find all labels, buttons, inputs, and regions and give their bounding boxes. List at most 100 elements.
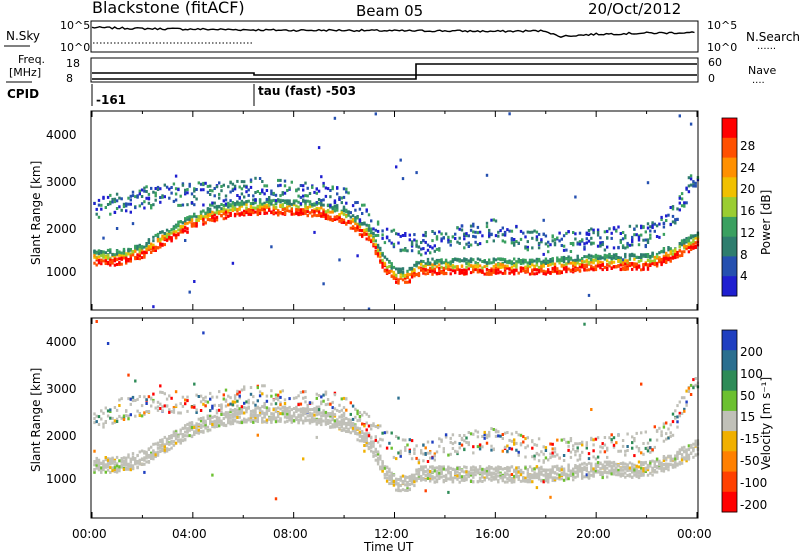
scatter-mark [270,419,273,423]
scatter-mark [295,204,298,208]
scatter-mark [104,251,107,255]
scatter-mark [122,256,126,260]
scatter-mark [476,231,480,235]
scatter-mark [562,470,566,474]
scatter-mark [320,204,323,207]
scatter-mark [526,266,529,270]
scatter-mark [367,232,371,236]
scatter-mark [599,263,602,267]
scatter-mark [587,461,591,465]
scatter-mark [615,462,618,466]
scatter-mark [617,473,620,477]
scatter-mark [381,261,384,265]
scatter-mark [469,271,473,275]
scatter-mark [646,255,650,259]
scatter-mark [297,194,300,198]
scatter-mark [104,421,107,424]
scatter-mark [660,260,663,264]
scatter-mark [689,174,693,178]
scatter-mark [320,175,323,179]
scatter-mark [206,190,210,194]
scatter-mark [399,452,402,456]
scatter-mark [308,411,312,415]
scatter-mark [113,255,117,259]
scatter-mark [519,269,523,273]
scatter-mark [93,254,96,258]
scatter-mark [472,472,475,475]
scatter-mark [136,461,139,465]
scatter-mark [356,432,359,436]
scatter-mark [492,264,495,268]
scatter-mark [619,472,622,476]
scatter-mark [637,471,641,475]
scatter-mark [449,272,452,276]
colorbar-swatch [722,197,737,218]
scatter-mark [129,198,132,202]
scatter-mark [431,440,434,444]
scatter-mark [143,186,146,190]
scatter-mark [97,252,101,256]
scatter-mark [544,261,548,265]
scatter-mark [197,431,200,435]
power-cbtick-8: 8 [740,248,748,262]
scatter-mark [631,235,634,239]
scatter-mark [333,425,337,429]
scatter-mark [601,263,604,267]
scatter-mark [331,416,334,420]
scatter-mark [295,208,298,212]
scatter-mark [422,247,425,251]
scatter-mark [324,403,328,407]
scatter-mark [229,396,232,400]
scatter-mark [281,206,284,210]
scatter-mark [687,246,691,250]
scatter-mark [102,463,105,467]
scatter-mark [671,252,675,256]
scatter-mark [488,467,491,471]
scatter-mark [560,477,563,481]
scatter-mark [497,266,500,270]
scatter-mark [420,465,423,469]
scatter-mark [286,200,289,204]
scatter-mark [587,472,591,475]
scatter-mark [651,226,654,229]
scatter-mark [376,426,380,430]
scatter-mark [578,469,582,472]
scatter-mark [283,412,287,416]
scatter-mark [113,406,117,409]
scatter-mark [581,265,584,269]
scatter-mark [626,445,629,448]
scatter-mark [460,271,464,275]
scatter-mark [134,245,137,249]
scatter-mark [252,419,255,423]
scatter-mark [181,225,185,229]
scatter-mark [345,397,348,401]
scatter-mark [501,449,504,453]
scatter-mark [254,403,257,407]
scatter-mark [551,447,554,451]
scatter-mark [111,261,114,265]
scatter-mark [306,199,309,203]
scatter-mark [143,412,146,416]
scatter-mark [254,206,257,210]
scatter-mark [342,187,346,191]
scatter-mark [547,480,550,484]
scatter-mark [290,207,293,211]
scatter-mark [399,267,402,271]
scatter-mark [224,404,228,408]
scatter-mark [665,255,668,259]
noise-right-tick-bottom: 10^0 [707,41,737,54]
scatter-mark [231,422,235,426]
scatter-mark [106,260,110,264]
scatter-mark [374,228,377,232]
scatter-mark [136,247,139,251]
scatter-mark [576,242,579,246]
scatter-mark [574,442,577,446]
scatter-mark [338,415,341,419]
scatter-mark [624,475,627,479]
scatter-mark [451,479,455,483]
scatter-mark [106,409,110,413]
scatter-mark [399,249,402,253]
scatter-mark [150,242,153,246]
scatter-mark [95,212,98,216]
scatter-mark [224,210,228,214]
